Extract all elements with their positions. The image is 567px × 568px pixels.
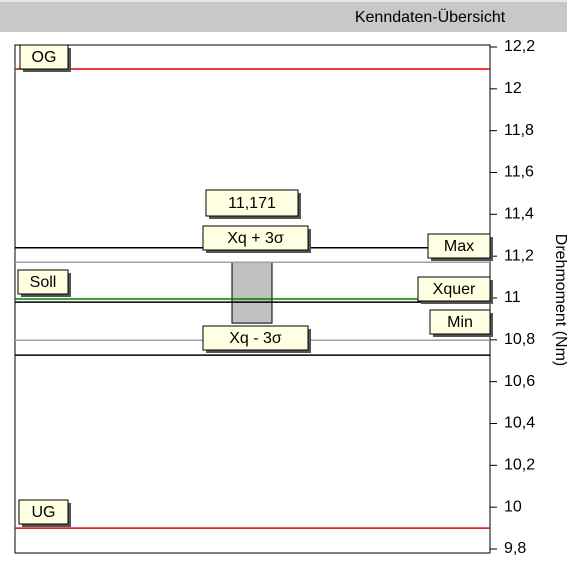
y-tick-label: 10,2 (504, 457, 535, 474)
y-tick-label: 11,6 (504, 164, 534, 181)
label-box (202, 325, 309, 351)
y-tick-label: 10,8 (504, 331, 535, 348)
series-label: Xq - 3σ (229, 330, 282, 347)
label-box (18, 499, 69, 525)
y-axis-label: Drehmoment (Nm) (552, 234, 567, 366)
y-tick-label: 11,8 (504, 122, 534, 139)
label-box (429, 309, 491, 335)
y-tick-label: 12 (504, 80, 522, 97)
y-tick-label: 11,2 (504, 247, 534, 264)
box (231, 261, 273, 324)
y-tick-label: 11 (504, 289, 521, 306)
y-tick-label: 10,4 (504, 415, 535, 432)
series-label: OG (32, 49, 57, 66)
value-box (205, 189, 299, 217)
series-label: Xq + 3σ (227, 230, 284, 247)
y-tick-label: 10 (504, 498, 522, 515)
label-box (17, 269, 69, 295)
series-label: Max (444, 238, 474, 255)
value-label: 11,171 (228, 195, 276, 212)
series-label: UG (32, 504, 56, 521)
label-box (19, 44, 69, 70)
label-box (417, 276, 491, 302)
header-highlight (0, 0, 567, 2)
header-bar (0, 0, 567, 32)
label-box (427, 233, 491, 259)
y-tick-label: 12,2 (504, 38, 535, 55)
label-box (202, 225, 309, 251)
series-label: Xquer (433, 281, 476, 298)
y-tick-label: 11,4 (504, 206, 534, 223)
y-tick-label: 10,6 (504, 373, 535, 390)
y-tick-label: 9,8 (504, 540, 526, 557)
series-label: Min (447, 314, 473, 331)
series-label: Soll (30, 274, 57, 291)
header-title: Kenndaten-Übersicht (355, 8, 506, 26)
